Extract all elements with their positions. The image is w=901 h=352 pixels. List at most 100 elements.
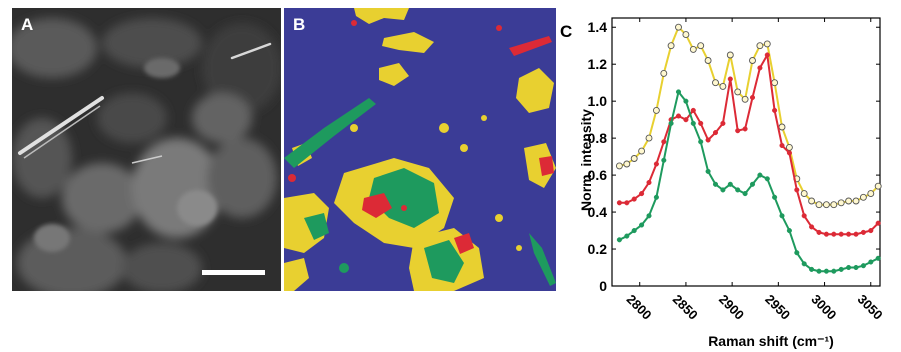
series-3-point [742, 191, 748, 197]
series-1-point [830, 201, 838, 209]
y-tick-label: 0.2 [588, 241, 608, 257]
series-2-point [786, 150, 792, 156]
series-2-point [735, 128, 741, 134]
panel-c-label: C [560, 22, 572, 41]
series-1-point [675, 23, 682, 31]
x-tick-label: 2850 [670, 292, 701, 323]
series-3-point [846, 264, 852, 271]
chart-series [615, 23, 882, 274]
series-3-point [838, 266, 844, 272]
series-2-point [794, 187, 800, 193]
series-2-point [661, 139, 667, 145]
series-1-point [712, 79, 719, 87]
series-3-point [801, 261, 807, 267]
series-3-point [631, 228, 637, 234]
series-3-point [868, 259, 874, 265]
series-3-point [624, 233, 630, 239]
series-2-point [675, 113, 682, 119]
panel-b-map-content [284, 8, 556, 291]
y-tick-label: 1.4 [588, 19, 608, 35]
series-3-point [860, 263, 866, 269]
series-1-point [630, 155, 638, 162]
plot-frame [611, 17, 881, 287]
series-2-point [646, 179, 652, 186]
series-3-point [639, 222, 645, 228]
series-1-point [741, 95, 749, 103]
series-3-point [683, 98, 689, 104]
series-2-point [653, 161, 659, 167]
series-2 [616, 51, 881, 237]
series-3-point [786, 228, 792, 234]
series-1-point [749, 57, 756, 64]
series-1-point [845, 197, 853, 205]
series-1-point [667, 42, 675, 50]
series-3-line [618, 89, 879, 273]
y-tick-label: 0.4 [588, 204, 608, 220]
series-2-point [624, 200, 630, 206]
series-3-point [668, 120, 674, 126]
x-tick-label: 2950 [762, 292, 793, 323]
series-2-point [639, 191, 645, 197]
series-3-point [809, 266, 815, 272]
series-3-point [794, 250, 800, 256]
y-tick-label: 0.8 [588, 130, 608, 146]
series-1-point [615, 162, 623, 170]
series-3-point [720, 187, 726, 193]
series-1-point [822, 201, 830, 209]
red-regions [288, 20, 554, 254]
series-3-point [735, 187, 741, 193]
series-1-point [874, 182, 882, 190]
series-3 [616, 89, 881, 274]
green-regions [284, 98, 556, 286]
series-2-point [846, 231, 852, 237]
raman-spectra-chart: C 0 0.2 0.4 0.6 0.8 1.0 1.2 1.4 2800 2850 2900 2950… [560, 17, 886, 349]
series-1-point [704, 57, 712, 64]
series-2-point [631, 196, 637, 202]
series-2-point [779, 142, 785, 149]
series-1-point [689, 45, 697, 53]
series-2-point [853, 231, 859, 237]
series-1-point [815, 201, 823, 209]
panel-a-microscopy-image: A [12, 8, 281, 291]
fiber-highlights [18, 42, 272, 164]
series-3-point [698, 139, 704, 145]
y-tick-label: 0.6 [588, 167, 608, 183]
series-2-point [860, 229, 866, 235]
x-tick-label: 2800 [624, 292, 655, 323]
series-3-point [831, 268, 837, 274]
series-1-point [859, 193, 867, 201]
series-2-point [727, 76, 733, 82]
series-2-point [749, 94, 756, 101]
series-1-point [837, 199, 845, 207]
series-1-point [660, 69, 668, 77]
series-3-point [616, 237, 622, 243]
x-tick-label: 3000 [808, 292, 839, 323]
series-2-point [809, 224, 815, 230]
series-3-point [764, 176, 770, 182]
series-3-point [749, 181, 756, 187]
series-2-point [720, 120, 726, 126]
series-1-point [756, 42, 764, 50]
series-2-point [616, 200, 622, 206]
series-2-point [838, 231, 844, 237]
series-1-point [682, 31, 690, 39]
y-tick-label: 0 [599, 278, 607, 294]
series-1-point [719, 82, 727, 90]
series-2-point [683, 117, 689, 123]
series-2-point [801, 213, 807, 219]
series-1-point [763, 40, 771, 48]
series-1-point [808, 197, 816, 205]
series-1-point [638, 147, 646, 155]
series-1-point [778, 123, 786, 131]
series-3-point [875, 255, 881, 261]
y-tick-label: 1.0 [588, 93, 608, 109]
series-3-point [816, 268, 822, 274]
series-1-point [623, 160, 631, 168]
series-3-point [757, 172, 763, 178]
series-3-point [675, 89, 682, 95]
series-1-point [800, 190, 808, 198]
series-3-point [779, 213, 785, 219]
series-1-point [734, 88, 742, 96]
series-3-point [772, 194, 778, 200]
series-1-point [645, 134, 653, 142]
